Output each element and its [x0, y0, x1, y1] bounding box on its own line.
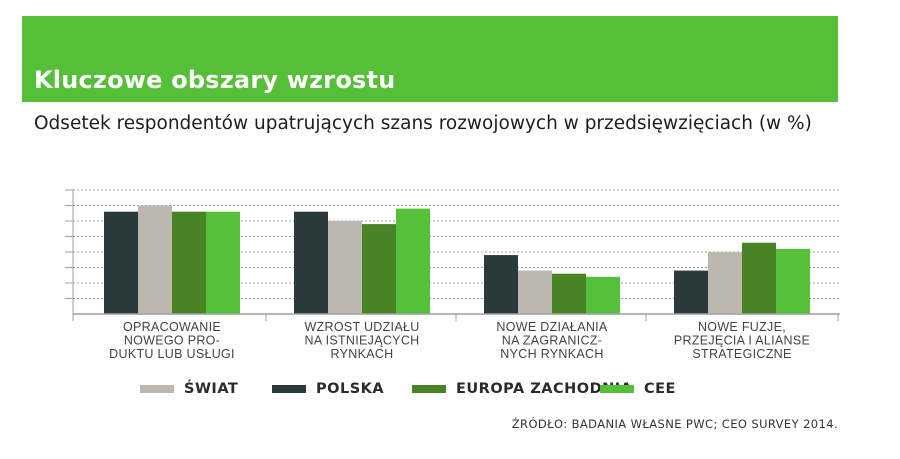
bar — [328, 221, 362, 314]
bar — [674, 270, 708, 314]
chart-subtitle: Odsetek respondentów upatrujących szans … — [34, 113, 812, 134]
bar — [776, 248, 810, 314]
category-label: NA ZAGRANICZ- — [502, 334, 602, 348]
category-label: WZROST UDZIAŁU — [304, 320, 419, 334]
bar — [206, 211, 240, 314]
legend-swatch — [272, 385, 306, 393]
legend-swatch — [140, 385, 174, 393]
legend-item: EUROPA ZACHODNIA — [412, 379, 632, 399]
legend: ŚWIAT POLSKA EUROPA ZACHODNIA CEE — [0, 379, 900, 399]
bar — [518, 270, 552, 314]
legend-item: ŚWIAT — [140, 379, 238, 399]
category-label: NOWE DZIAŁANIA — [496, 320, 608, 334]
category-label: NOWE FUZJE, — [698, 320, 786, 334]
bar — [586, 276, 620, 314]
legend-item: POLSKA — [272, 379, 384, 399]
bar — [742, 242, 776, 314]
bar — [708, 252, 742, 314]
title-banner — [22, 16, 838, 102]
bar — [294, 211, 328, 314]
category-label: NYCH RYNKACH — [500, 347, 603, 361]
bar — [552, 273, 586, 314]
source-note: ŹRÓDŁO: BADANIA WŁASNE PWC; CEO SURVEY 2… — [511, 417, 838, 431]
legend-swatch — [600, 385, 634, 393]
bar — [484, 255, 518, 314]
chart-title: Kluczowe obszary wzrostu — [34, 66, 396, 94]
bar — [362, 224, 396, 314]
legend-label: EUROPA ZACHODNIA — [456, 381, 633, 397]
bar — [138, 205, 172, 314]
category-label: DUKTU LUB USŁUGI — [109, 347, 235, 361]
category-label: RYNKACH — [331, 347, 394, 361]
category-label: STRATEGICZNE — [692, 347, 791, 361]
legend-swatch — [412, 385, 446, 393]
category-label: NA ISTNIEJĄCYCH — [305, 334, 420, 348]
category-label: PRZEJĘCIA I ALIANSE — [674, 334, 810, 348]
category-label: OPRACOWANIE — [123, 320, 221, 334]
legend-item: CEE — [600, 379, 676, 399]
legend-label: CEE — [644, 381, 676, 397]
legend-label: ŚWIAT — [184, 381, 239, 397]
bar — [396, 208, 430, 314]
category-label: NOWEGO PRO- — [124, 334, 220, 348]
bar — [172, 211, 206, 314]
legend-label: POLSKA — [316, 381, 385, 397]
bar — [104, 211, 138, 314]
